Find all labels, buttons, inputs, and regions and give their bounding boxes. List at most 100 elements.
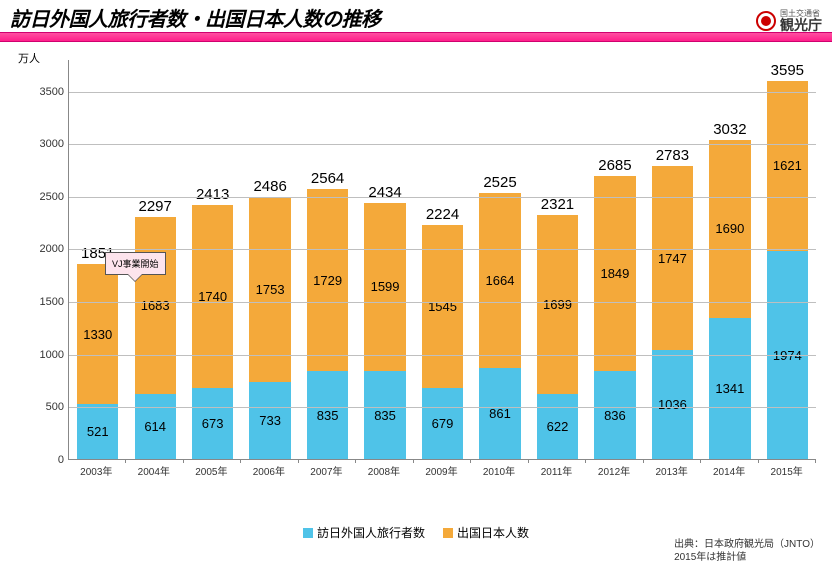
x-axis-label: 2008年 <box>356 461 414 478</box>
x-axis-label: 2009年 <box>413 461 471 478</box>
agency-main: 観光庁 <box>780 18 822 32</box>
bar-stack: 67317402413 <box>192 205 233 459</box>
ytick-label: 3500 <box>37 86 69 98</box>
x-axis-label: 2003年 <box>68 461 126 478</box>
bar-slot: 67317402413 <box>184 60 241 459</box>
ytick-label: 500 <box>37 401 69 413</box>
ytick-label: 3000 <box>37 138 69 150</box>
bar-stack: 73317532486 <box>249 197 290 459</box>
grid-line <box>69 197 816 198</box>
bar-segment-outbound: 1729 <box>307 189 348 371</box>
bar-segment-outbound: 1664 <box>479 193 520 368</box>
x-axis-label: 2013年 <box>643 461 701 478</box>
ytick-label: 2000 <box>37 243 69 255</box>
bar-slot: 83515992434 <box>356 60 413 459</box>
bar-stack: 62216992321 <box>537 215 578 459</box>
grid-line <box>69 249 816 250</box>
grid-line <box>69 407 816 408</box>
grid-line <box>69 92 816 93</box>
bar-segment-outbound: 1330 <box>77 264 118 404</box>
bar-segment-outbound: 1683 <box>135 217 176 394</box>
x-axis-label: 2007年 <box>298 461 356 478</box>
bar-segment-outbound: 1740 <box>192 205 233 388</box>
bar-total-label: 2434 <box>368 184 401 203</box>
legend-item: 出国日本人数 <box>443 524 529 541</box>
bar-stack: 86116642525 <box>479 193 520 459</box>
plot-area: 52113301851 61416832297 67317402413 7331753… <box>68 60 816 460</box>
page-title: 訪日外国人旅行者数・出国日本人数の推移 <box>10 3 381 32</box>
bars-container: 52113301851 61416832297 67317402413 7331753… <box>69 60 816 459</box>
bar-slot: 83517292564 <box>299 60 356 459</box>
header: 訪日外国人旅行者数・出国日本人数の推移 国土交通省 観光庁 <box>0 0 832 32</box>
bar-slot: 67915452224 <box>414 60 471 459</box>
bar-stack: 83515992434 <box>364 203 405 459</box>
callout-vj: VJ事業開始 <box>105 252 166 275</box>
legend-label: 訪日外国人旅行者数 <box>317 524 425 541</box>
bar-segment-inbound: 614 <box>135 394 176 459</box>
bar-segment-inbound: 835 <box>364 371 405 459</box>
x-axis-label: 2012年 <box>586 461 644 478</box>
ytick-label: 1000 <box>37 349 69 361</box>
chart: 52113301851 61416832297 67317402413 7331753… <box>36 60 820 490</box>
agency-logo: 国土交通省 観光庁 <box>756 10 822 32</box>
footnote-note: 2015年は推計値 <box>674 551 820 564</box>
bar-total-label: 2685 <box>598 157 631 176</box>
bar-slot: 103617472783 <box>644 60 701 459</box>
grid-line <box>69 355 816 356</box>
accent-bar <box>0 32 832 42</box>
x-axis-labels: 2003年2004年2005年2006年2007年2008年2009年2010年… <box>68 461 816 478</box>
bar-segment-outbound: 1690 <box>709 140 750 318</box>
grid-line <box>69 302 816 303</box>
bar-total-label: 2783 <box>656 147 689 166</box>
bar-stack: 83618492685 <box>594 176 635 459</box>
bar-stack: 52113301851 <box>77 264 118 459</box>
ytick-label: 1500 <box>37 296 69 308</box>
bar-total-label: 2413 <box>196 186 229 205</box>
legend-swatch <box>303 528 313 538</box>
bar-segment-inbound: 836 <box>594 371 635 459</box>
bar-segment-inbound: 835 <box>307 371 348 459</box>
footnote-source: 出典：日本政府観光局（JNTO） <box>674 538 820 551</box>
bar-segment-inbound: 622 <box>537 394 578 459</box>
x-axis-label: 2006年 <box>241 461 299 478</box>
bar-segment-inbound: 1036 <box>652 350 693 459</box>
bar-total-label: 2297 <box>139 198 172 217</box>
x-axis-label: 2010年 <box>471 461 529 478</box>
bar-segment-outbound: 1599 <box>364 203 405 371</box>
legend-item: 訪日外国人旅行者数 <box>303 524 425 541</box>
bar-slot: 197416213595 <box>759 60 816 459</box>
bar-slot: 62216992321 <box>529 60 586 459</box>
bar-stack: 197416213595 <box>767 81 808 459</box>
ytick-label: 2500 <box>37 191 69 203</box>
bar-segment-outbound: 1747 <box>652 166 693 350</box>
bar-total-label: 2321 <box>541 196 574 215</box>
bar-segment-inbound: 733 <box>249 382 290 459</box>
legend-label: 出国日本人数 <box>457 524 529 541</box>
bar-stack: 103617472783 <box>652 166 693 459</box>
bar-total-label: 3595 <box>771 62 804 81</box>
bar-total-label: 2564 <box>311 170 344 189</box>
logo-icon <box>756 11 776 31</box>
x-axis-label: 2004年 <box>126 461 184 478</box>
bar-stack: 83517292564 <box>307 189 348 459</box>
x-axis-label: 2011年 <box>528 461 586 478</box>
x-axis-label: 2014年 <box>701 461 759 478</box>
bar-slot: 134116903032 <box>701 60 758 459</box>
bar-total-label: 3032 <box>713 121 746 140</box>
bar-slot: 86116642525 <box>471 60 528 459</box>
bar-segment-outbound: 1699 <box>537 215 578 394</box>
bar-segment-outbound: 1849 <box>594 176 635 371</box>
bar-segment-inbound: 861 <box>479 368 520 459</box>
bar-total-label: 2525 <box>483 174 516 193</box>
bar-segment-inbound: 679 <box>422 388 463 459</box>
x-axis-label: 2015年 <box>758 461 816 478</box>
bar-segment-outbound: 1621 <box>767 81 808 252</box>
ytick-label: 0 <box>37 454 69 466</box>
bar-total-label: 2486 <box>253 178 286 197</box>
bar-segment-inbound: 521 <box>77 404 118 459</box>
legend-swatch <box>443 528 453 538</box>
bar-slot: 73317532486 <box>241 60 298 459</box>
bar-stack: 134116903032 <box>709 140 750 459</box>
bar-slot: 83618492685 <box>586 60 643 459</box>
bar-stack: 67915452224 <box>422 225 463 459</box>
